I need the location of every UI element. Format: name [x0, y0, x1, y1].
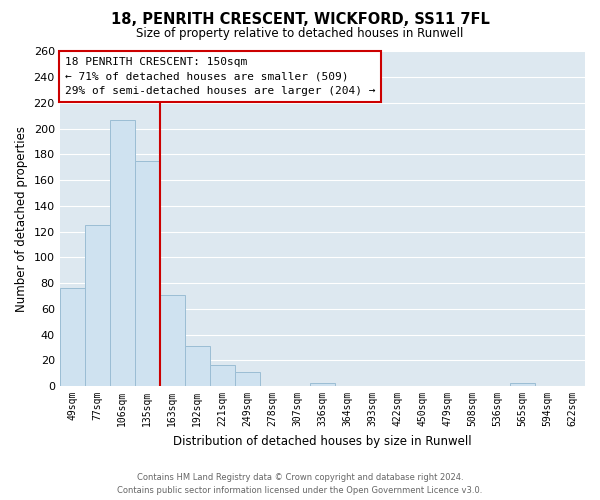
Text: 18 PENRITH CRESCENT: 150sqm
← 71% of detached houses are smaller (509)
29% of se: 18 PENRITH CRESCENT: 150sqm ← 71% of det…	[65, 56, 375, 96]
Bar	[135, 161, 160, 386]
Bar	[235, 372, 260, 386]
Bar	[210, 366, 235, 386]
Y-axis label: Number of detached properties: Number of detached properties	[15, 126, 28, 312]
Bar	[185, 346, 210, 386]
Bar	[510, 384, 535, 386]
Bar	[85, 225, 110, 386]
Text: Size of property relative to detached houses in Runwell: Size of property relative to detached ho…	[136, 28, 464, 40]
Bar	[110, 120, 135, 386]
Bar	[59, 288, 85, 386]
X-axis label: Distribution of detached houses by size in Runwell: Distribution of detached houses by size …	[173, 434, 472, 448]
Text: Contains HM Land Registry data © Crown copyright and database right 2024.
Contai: Contains HM Land Registry data © Crown c…	[118, 474, 482, 495]
Bar	[310, 384, 335, 386]
Bar	[160, 294, 185, 386]
Text: 18, PENRITH CRESCENT, WICKFORD, SS11 7FL: 18, PENRITH CRESCENT, WICKFORD, SS11 7FL	[110, 12, 490, 28]
